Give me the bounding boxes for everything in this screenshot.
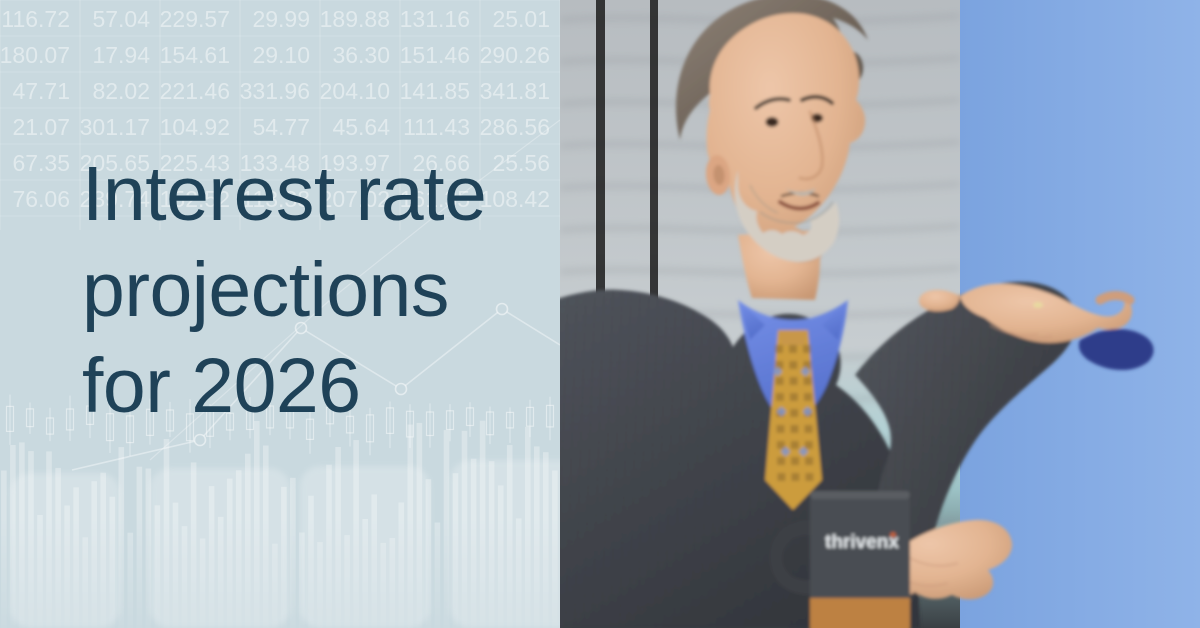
svg-text:76.06: 76.06: [12, 186, 70, 212]
svg-text:229.57: 229.57: [160, 6, 230, 32]
svg-text:57.04: 57.04: [92, 6, 150, 32]
svg-text:221.46: 221.46: [160, 78, 230, 104]
svg-text:29.99: 29.99: [252, 6, 310, 32]
svg-text:154.61: 154.61: [160, 42, 230, 68]
svg-text:21.07: 21.07: [12, 114, 70, 140]
svg-text:151.46: 151.46: [400, 42, 470, 68]
svg-text:180.07: 180.07: [0, 42, 70, 68]
svg-text:54.77: 54.77: [252, 114, 310, 140]
svg-text:104.92: 104.92: [160, 114, 230, 140]
svg-text:189.88: 189.88: [320, 6, 390, 32]
svg-text:82.02: 82.02: [92, 78, 150, 104]
svg-text:36.30: 36.30: [332, 42, 390, 68]
svg-text:341.81: 341.81: [480, 78, 550, 104]
svg-text:111.43: 111.43: [403, 114, 470, 140]
svg-text:25.01: 25.01: [492, 6, 550, 32]
svg-text:116.72: 116.72: [1, 6, 70, 32]
svg-text:thrivenx: thrivenx: [825, 532, 899, 553]
svg-text:301.17: 301.17: [80, 114, 150, 140]
svg-text:204.10: 204.10: [320, 78, 390, 104]
svg-text:45.64: 45.64: [332, 114, 390, 140]
svg-text:290.26: 290.26: [480, 42, 550, 68]
svg-text:47.71: 47.71: [12, 78, 70, 104]
svg-text:331.96: 331.96: [240, 78, 310, 104]
svg-text:29.10: 29.10: [252, 42, 310, 68]
svg-text:17.94: 17.94: [92, 42, 150, 68]
svg-text:131.16: 131.16: [400, 6, 470, 32]
svg-text:67.35: 67.35: [12, 150, 70, 176]
svg-text:141.85: 141.85: [400, 78, 470, 104]
